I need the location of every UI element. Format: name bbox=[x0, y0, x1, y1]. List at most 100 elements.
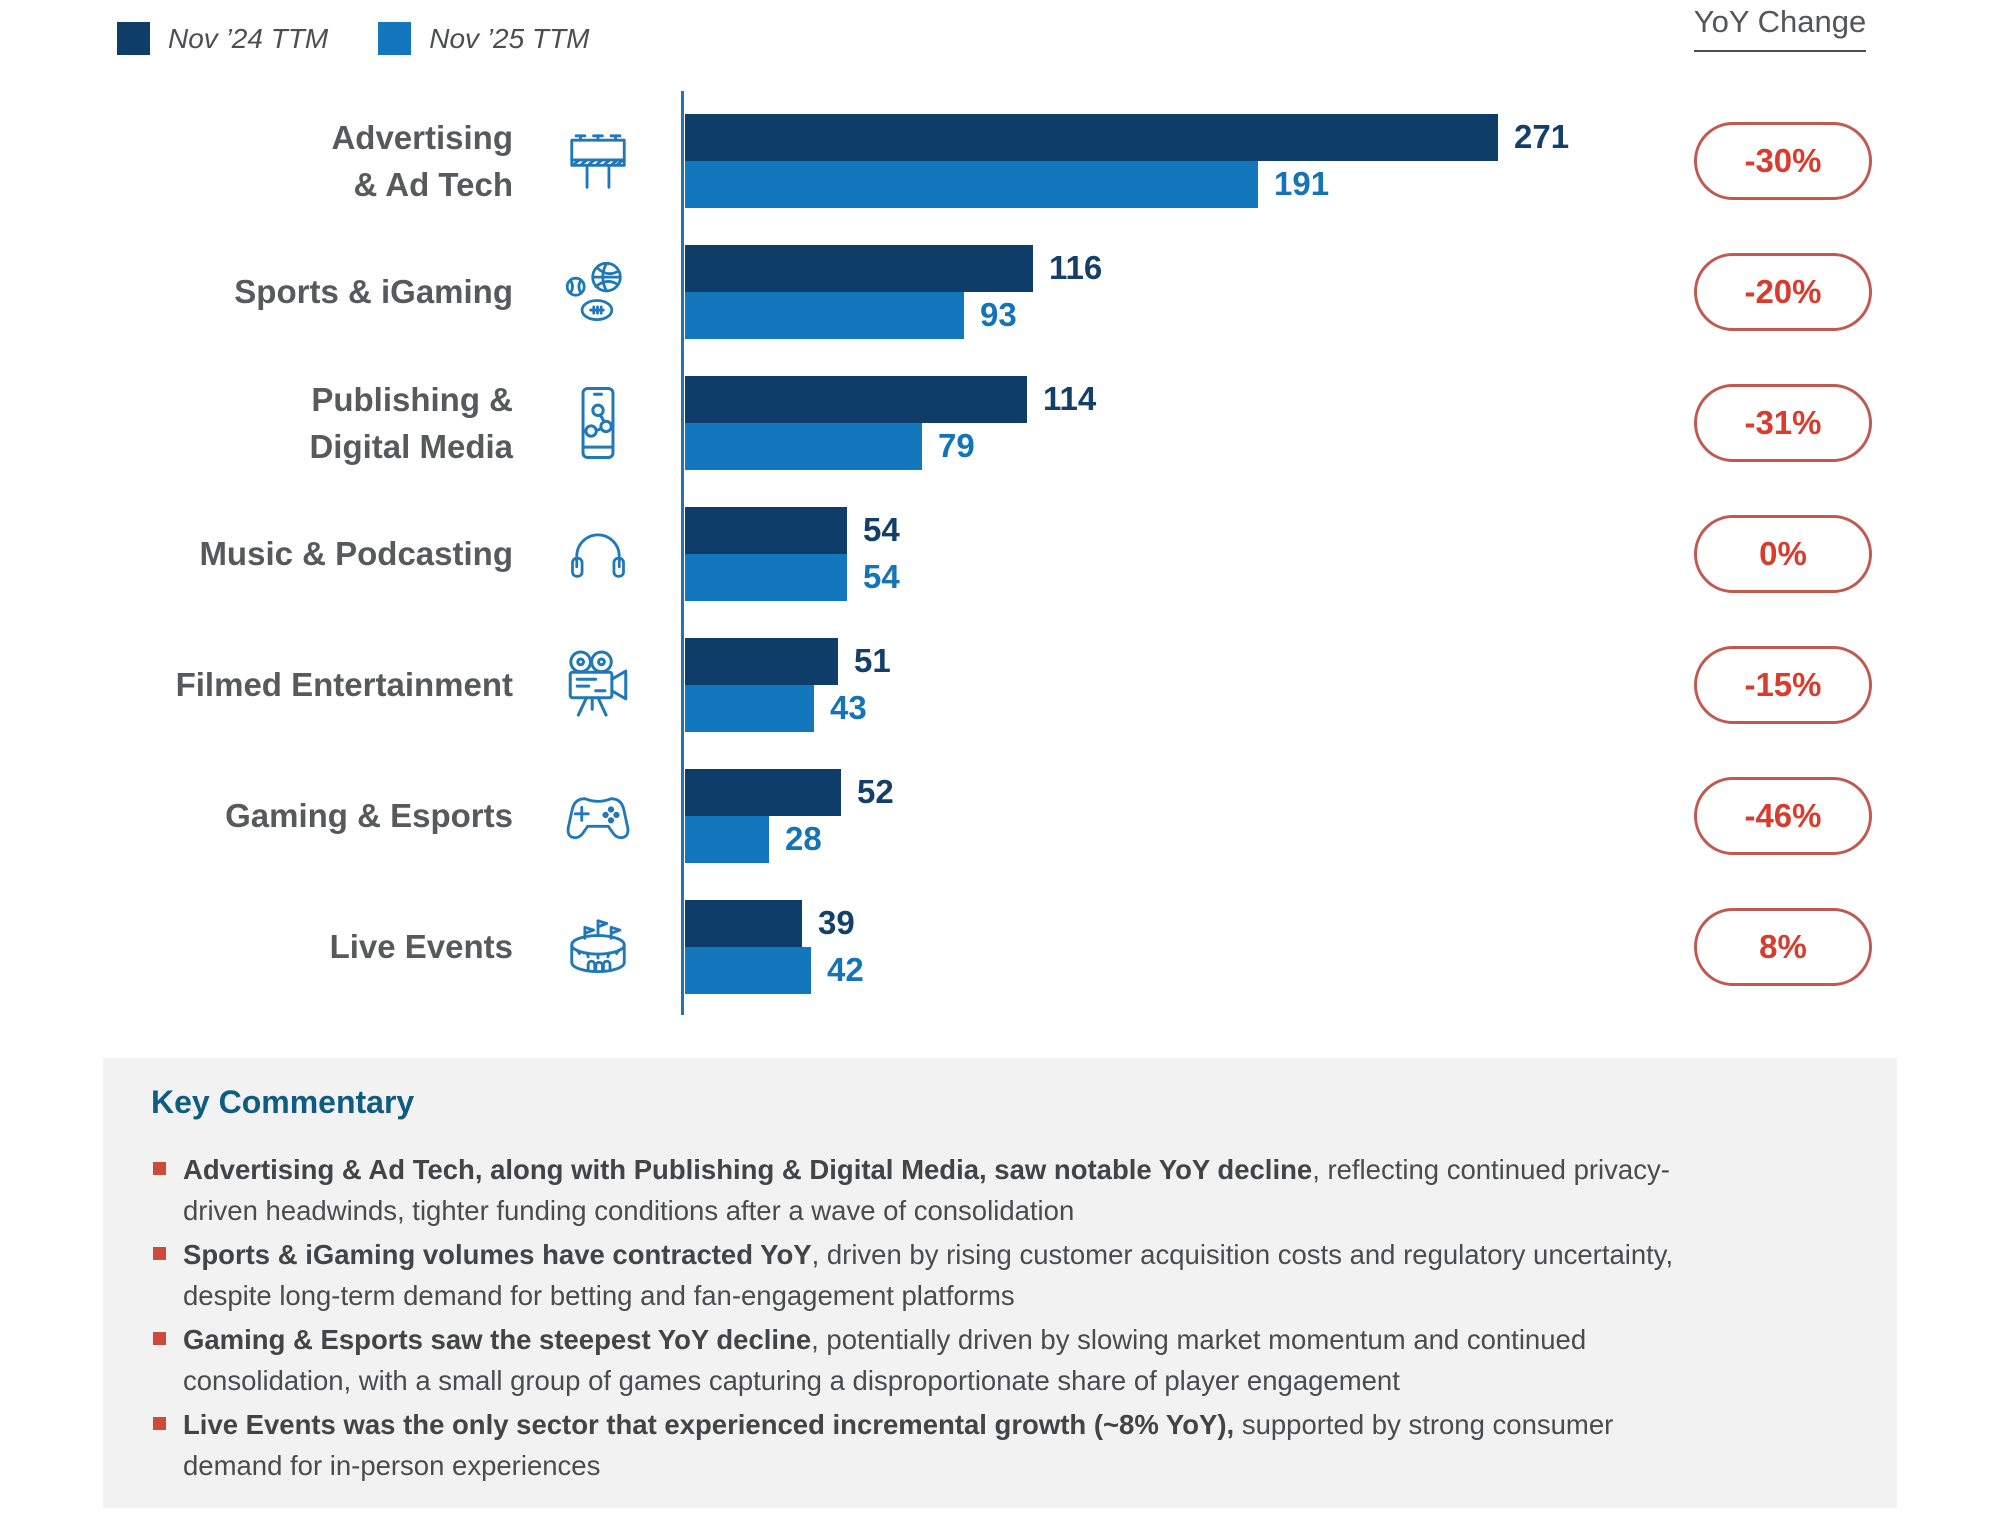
bar-value-nov25: 191 bbox=[1274, 165, 1330, 202]
bar-value-nov24: 114 bbox=[1043, 380, 1097, 417]
yoy-badge-value: -20% bbox=[1744, 272, 1822, 310]
chart-row: Live Events 39 42 8% bbox=[0, 881, 2000, 1012]
bullet-regular-text: supported by strong consumer demand for … bbox=[183, 1409, 1614, 1481]
bar-nov24 bbox=[685, 244, 1033, 292]
bar-value-nov24: 39 bbox=[818, 904, 855, 941]
chart-row: Advertising & Ad Tech 271 191 -30% bbox=[0, 95, 2000, 226]
bar-nov24 bbox=[685, 506, 847, 554]
yoy-badge-value: -30% bbox=[1744, 141, 1822, 179]
bar-nov24 bbox=[685, 113, 1498, 161]
legend-swatch-nov24 bbox=[117, 22, 150, 55]
legend-item-nov24: Nov ’24 TTM bbox=[117, 22, 328, 55]
yoy-badge: -31% bbox=[1694, 383, 1872, 462]
yoy-badge: 8% bbox=[1694, 907, 1872, 986]
movie-camera-icon bbox=[513, 648, 682, 722]
bar-value-nov25: 93 bbox=[980, 296, 1017, 333]
bar-value-nov25: 79 bbox=[938, 427, 975, 464]
yoy-badge: -20% bbox=[1694, 252, 1872, 331]
category-label: Gaming & Esports bbox=[225, 797, 513, 834]
chart-axis-line bbox=[681, 91, 684, 1015]
bar-nov24 bbox=[685, 375, 1027, 423]
yoy-change-title: YoY Change bbox=[1693, 4, 1867, 39]
billboard-icon bbox=[513, 125, 682, 197]
bar-nov24 bbox=[685, 637, 838, 685]
legend-label-nov25: Nov ’25 TTM bbox=[429, 22, 590, 54]
yoy-badge-value: 0% bbox=[1759, 534, 1807, 572]
yoy-badge-value: -15% bbox=[1744, 665, 1822, 703]
legend-item-nov25: Nov ’25 TTM bbox=[378, 22, 590, 55]
phone-share-icon bbox=[513, 385, 682, 461]
bar-value-nov24: 116 bbox=[1049, 249, 1103, 286]
yoy-badge: -46% bbox=[1694, 776, 1872, 855]
bullet-bold-text: Advertising & Ad Tech, along with Publis… bbox=[183, 1154, 1313, 1185]
bullet-marker bbox=[153, 1417, 166, 1430]
bar-chart: Advertising & Ad Tech 271 191 -30% Sports… bbox=[0, 91, 2000, 1015]
bullet-regular-text: , reflecting continued privacy-driven he… bbox=[183, 1154, 1670, 1226]
yoy-badge: 0% bbox=[1694, 514, 1872, 593]
bar-value-nov24: 51 bbox=[854, 642, 891, 679]
chart-row: Filmed Entertainment 51 43 -15% bbox=[0, 619, 2000, 750]
bar-nov25 bbox=[685, 160, 1258, 208]
category-label: Filmed Entertainment bbox=[175, 666, 513, 703]
chart-rows: Advertising & Ad Tech 271 191 -30% Sports… bbox=[0, 95, 2000, 1012]
yoy-badge: -15% bbox=[1694, 645, 1872, 724]
bullet-regular-text: , potentially driven by slowing market m… bbox=[183, 1324, 1587, 1396]
bullet-marker bbox=[153, 1332, 166, 1345]
category-label: Music & Podcasting bbox=[199, 535, 513, 572]
legend-swatch-nov25 bbox=[378, 22, 412, 55]
chart-row: Music & Podcasting 54 54 0% bbox=[0, 488, 2000, 619]
bar-nov25 bbox=[685, 815, 769, 863]
commentary-title: Key Commentary bbox=[151, 1084, 415, 1120]
bar-value-nov25: 43 bbox=[830, 689, 867, 726]
bar-nov24 bbox=[685, 768, 841, 816]
bar-nov25 bbox=[685, 946, 811, 994]
bar-nov25 bbox=[685, 684, 814, 732]
bar-pair: 114 79 bbox=[682, 375, 1692, 470]
bar-value-nov24: 52 bbox=[857, 773, 894, 810]
commentary-bullet: Sports & iGaming volumes have contracted… bbox=[151, 1234, 1693, 1316]
commentary-bullet: Live Events was the only sector that exp… bbox=[151, 1404, 1693, 1486]
commentary-bullet: Advertising & Ad Tech, along with Publis… bbox=[151, 1149, 1693, 1231]
bar-pair: 116 93 bbox=[682, 244, 1692, 339]
chart-legend: Nov ’24 TTM Nov ’25 TTM bbox=[117, 22, 590, 55]
bar-pair: 39 42 bbox=[682, 899, 1692, 994]
bar-pair: 51 43 bbox=[682, 637, 1692, 732]
yoy-header-underline bbox=[1694, 50, 1866, 52]
bar-value-nov25: 42 bbox=[827, 951, 864, 988]
bar-nov25 bbox=[685, 553, 847, 601]
bar-value-nov24: 271 bbox=[1514, 118, 1570, 155]
bullet-bold-text: Sports & iGaming volumes have contracted… bbox=[183, 1239, 812, 1270]
bar-pair: 271 191 bbox=[682, 113, 1692, 208]
yoy-change-header: YoY Change bbox=[1655, 4, 1905, 52]
stadium-icon bbox=[513, 912, 682, 982]
bullet-regular-text: , driven by rising customer acquisition … bbox=[183, 1239, 1674, 1311]
chart-row: Publishing & Digital Media 114 79 -31% bbox=[0, 357, 2000, 488]
bar-nov25 bbox=[685, 422, 922, 470]
yoy-badge-value: -46% bbox=[1744, 796, 1822, 834]
bar-pair: 54 54 bbox=[682, 506, 1692, 601]
category-label: Advertising & Ad Tech bbox=[331, 118, 513, 203]
bullet-marker bbox=[153, 1247, 166, 1260]
bullet-bold-text: Gaming & Esports saw the steepest YoY de… bbox=[183, 1324, 812, 1355]
bullet-marker bbox=[153, 1162, 166, 1175]
commentary-bullets: Advertising & Ad Tech, along with Publis… bbox=[151, 1149, 1849, 1486]
yoy-badge-value: -31% bbox=[1744, 403, 1822, 441]
game-controller-icon bbox=[513, 786, 682, 846]
headphones-icon bbox=[513, 520, 682, 588]
key-commentary-panel: Key Commentary Advertising & Ad Tech, al… bbox=[103, 1058, 1897, 1508]
category-label: Live Events bbox=[329, 928, 513, 965]
bar-nov25 bbox=[685, 291, 964, 339]
category-label: Publishing & Digital Media bbox=[309, 380, 513, 465]
chart-row: Gaming & Esports 52 28 -46% bbox=[0, 750, 2000, 881]
bar-value-nov25: 54 bbox=[863, 558, 900, 595]
bullet-bold-text: Live Events was the only sector that exp… bbox=[183, 1409, 1235, 1440]
yoy-badge: -30% bbox=[1694, 121, 1872, 200]
category-label: Sports & iGaming bbox=[234, 273, 513, 310]
yoy-badge-value: 8% bbox=[1759, 927, 1807, 965]
bar-nov24 bbox=[685, 899, 802, 947]
bar-value-nov24: 54 bbox=[863, 511, 900, 548]
bar-value-nov25: 28 bbox=[785, 820, 822, 857]
commentary-bullet: Gaming & Esports saw the steepest YoY de… bbox=[151, 1319, 1693, 1401]
chart-row: Sports & iGaming 116 93 -20% bbox=[0, 226, 2000, 357]
